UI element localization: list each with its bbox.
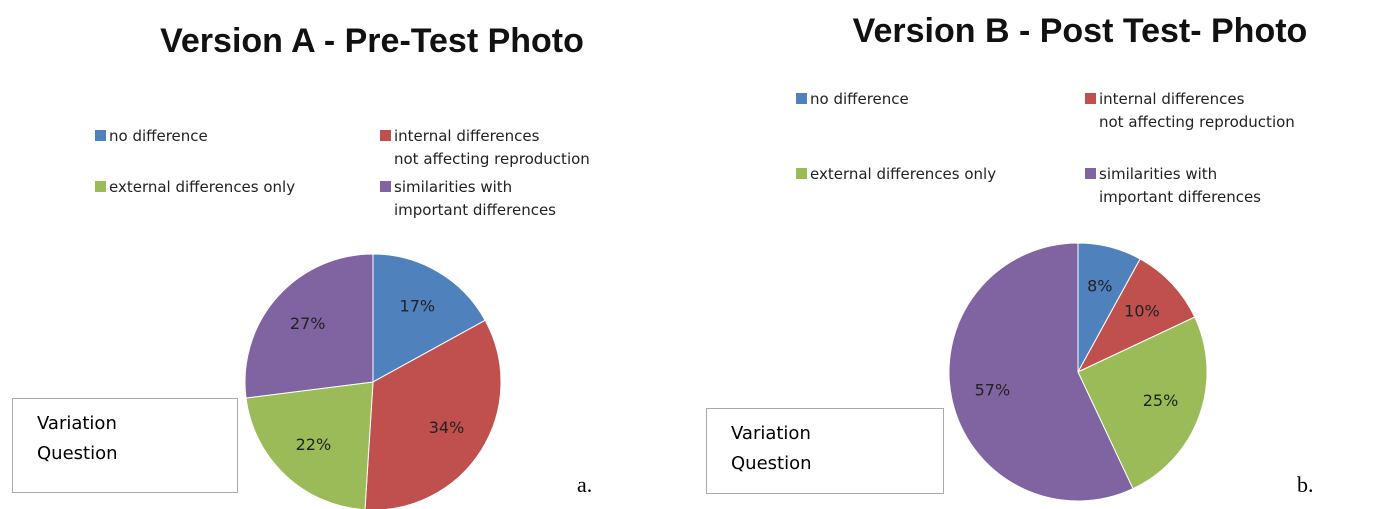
legend-label: no difference xyxy=(109,127,208,145)
legend-label: internal differences not affecting repro… xyxy=(394,127,590,168)
value-label: 8% xyxy=(1087,277,1112,296)
pie-slice xyxy=(1076,258,1196,374)
pie-slice xyxy=(1077,316,1208,490)
chart-title: Version B - Post Test- Photo xyxy=(852,12,1308,50)
pie-slice xyxy=(948,242,1134,502)
legend-swatch xyxy=(1085,168,1096,179)
legend-swatch xyxy=(95,130,106,141)
annotation-box: Variation Question xyxy=(12,398,238,493)
panel-label: a. xyxy=(577,472,593,497)
legend-swatch xyxy=(380,130,391,141)
legend-swatch xyxy=(796,93,807,104)
value-label: 34% xyxy=(429,418,465,437)
legend-swatch xyxy=(1085,93,1096,104)
chart-title: Version A - Pre-Test Photo xyxy=(160,22,584,60)
legend-swatch xyxy=(380,181,391,192)
panel-label: b. xyxy=(1297,472,1314,497)
pie-slice xyxy=(245,381,374,509)
value-label: 22% xyxy=(296,435,332,454)
legend-label: no difference xyxy=(810,90,909,108)
value-label: 57% xyxy=(975,381,1011,400)
pie-slice xyxy=(372,253,486,383)
legend-label: internal differences not affecting repro… xyxy=(1099,90,1295,131)
legend-label: similarities with important differences xyxy=(1099,165,1261,206)
legend-swatch xyxy=(796,168,807,179)
value-label: 25% xyxy=(1143,391,1179,410)
annotation-box: Variation Question xyxy=(706,408,944,494)
legend-label: external differences only xyxy=(810,165,997,183)
legend-swatch xyxy=(95,181,106,192)
value-label: 10% xyxy=(1124,301,1160,320)
legend-label: external differences only xyxy=(109,178,296,196)
value-label: 17% xyxy=(400,297,436,316)
value-label: 27% xyxy=(290,314,326,333)
pie-slice xyxy=(364,319,502,509)
pie-slice xyxy=(244,253,374,399)
legend-label: similarities with important differences xyxy=(394,178,556,219)
